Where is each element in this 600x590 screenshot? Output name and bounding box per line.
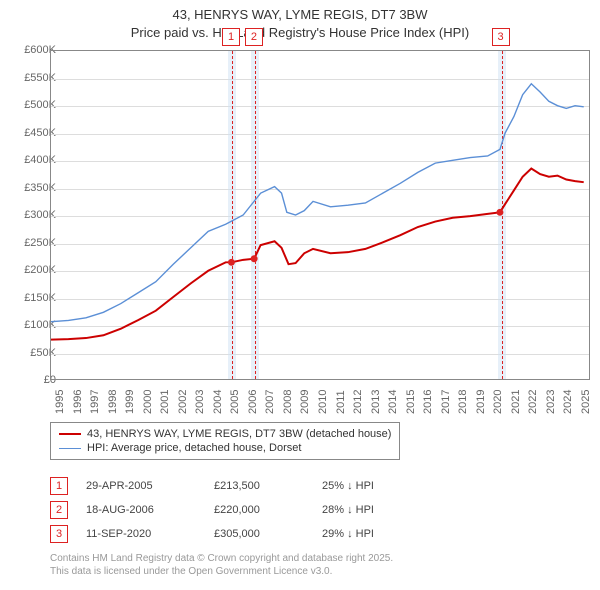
sale-dot — [496, 209, 503, 216]
chart-svg — [51, 51, 589, 379]
property-line — [51, 168, 584, 339]
sale-row-pct: 29% ↓ HPI — [322, 528, 412, 540]
x-tick-label: 2009 — [299, 390, 311, 414]
x-tick-label: 2002 — [177, 390, 189, 414]
x-tick-label: 2008 — [282, 390, 294, 414]
x-tick-label: 2004 — [212, 390, 224, 414]
sale-marker-box: 3 — [492, 28, 510, 46]
plot-area — [50, 50, 590, 380]
legend-label-property: 43, HENRYS WAY, LYME REGIS, DT7 3BW (det… — [87, 428, 391, 440]
x-tick-label: 2013 — [370, 390, 382, 414]
legend-label-hpi: HPI: Average price, detached house, Dors… — [87, 442, 301, 454]
x-tick-label: 2017 — [440, 390, 452, 414]
x-tick-label: 1998 — [107, 390, 119, 414]
x-tick-label: 2019 — [475, 390, 487, 414]
chart-title: 43, HENRYS WAY, LYME REGIS, DT7 3BW Pric… — [0, 0, 600, 42]
sale-marker-box: 2 — [245, 28, 263, 46]
sale-row-price: £305,000 — [214, 528, 304, 540]
x-tick-label: 2014 — [387, 390, 399, 414]
title-line1: 43, HENRYS WAY, LYME REGIS, DT7 3BW — [0, 6, 600, 24]
x-tick-label: 2012 — [352, 390, 364, 414]
sale-row-date: 29-APR-2005 — [86, 480, 196, 492]
sale-dot — [251, 255, 258, 262]
x-tick-label: 2000 — [142, 390, 154, 414]
legend-row-property: 43, HENRYS WAY, LYME REGIS, DT7 3BW (det… — [59, 427, 391, 441]
sale-row-date: 18-AUG-2006 — [86, 504, 196, 516]
x-tick-label: 2018 — [457, 390, 469, 414]
legend: 43, HENRYS WAY, LYME REGIS, DT7 3BW (det… — [50, 422, 400, 460]
x-tick-label: 1996 — [72, 390, 84, 414]
sale-row-price: £213,500 — [214, 480, 304, 492]
x-tick-label: 2016 — [422, 390, 434, 414]
legend-row-hpi: HPI: Average price, detached house, Dors… — [59, 441, 391, 455]
x-tick-label: 2011 — [335, 390, 347, 414]
x-tick-label: 2021 — [510, 390, 522, 414]
sale-row-num: 3 — [50, 525, 68, 543]
sale-row-pct: 28% ↓ HPI — [322, 504, 412, 516]
x-tick-label: 2010 — [317, 390, 329, 414]
x-tick-label: 2015 — [405, 390, 417, 414]
x-tick-label: 2006 — [247, 390, 259, 414]
hpi-line — [51, 84, 584, 322]
sale-row: 1 29-APR-2005 £213,500 25% ↓ HPI — [50, 474, 412, 498]
sale-row-num: 1 — [50, 477, 68, 495]
sale-row-pct: 25% ↓ HPI — [322, 480, 412, 492]
x-tick-label: 2007 — [264, 390, 276, 414]
chart-container: 43, HENRYS WAY, LYME REGIS, DT7 3BW Pric… — [0, 0, 600, 590]
legend-swatch-hpi — [59, 448, 81, 449]
sale-row-price: £220,000 — [214, 504, 304, 516]
x-tick-label: 2020 — [492, 390, 504, 414]
sale-row-num: 2 — [50, 501, 68, 519]
sale-dot — [228, 259, 235, 266]
x-tick-label: 1997 — [89, 390, 101, 414]
x-tick-label: 2023 — [545, 390, 557, 414]
x-tick-label: 2025 — [580, 390, 592, 414]
footer-attribution: Contains HM Land Registry data © Crown c… — [50, 552, 393, 578]
x-tick-label: 2001 — [159, 390, 171, 414]
footer-line1: Contains HM Land Registry data © Crown c… — [50, 552, 393, 565]
sale-row: 3 11-SEP-2020 £305,000 29% ↓ HPI — [50, 522, 412, 546]
x-tick-label: 1999 — [124, 390, 136, 414]
x-tick-label: 2024 — [562, 390, 574, 414]
x-tick-label: 1995 — [54, 390, 66, 414]
sale-row: 2 18-AUG-2006 £220,000 28% ↓ HPI — [50, 498, 412, 522]
legend-swatch-property — [59, 433, 81, 435]
x-tick-label: 2022 — [527, 390, 539, 414]
x-tick-label: 2003 — [194, 390, 206, 414]
title-line2: Price paid vs. HM Land Registry's House … — [0, 24, 600, 42]
sales-table: 1 29-APR-2005 £213,500 25% ↓ HPI 2 18-AUG-200… — [50, 474, 412, 546]
x-tick-label: 2005 — [229, 390, 241, 414]
sale-marker-box: 1 — [222, 28, 240, 46]
sale-row-date: 11-SEP-2020 — [86, 528, 196, 540]
footer-line2: This data is licensed under the Open Gov… — [50, 565, 393, 578]
